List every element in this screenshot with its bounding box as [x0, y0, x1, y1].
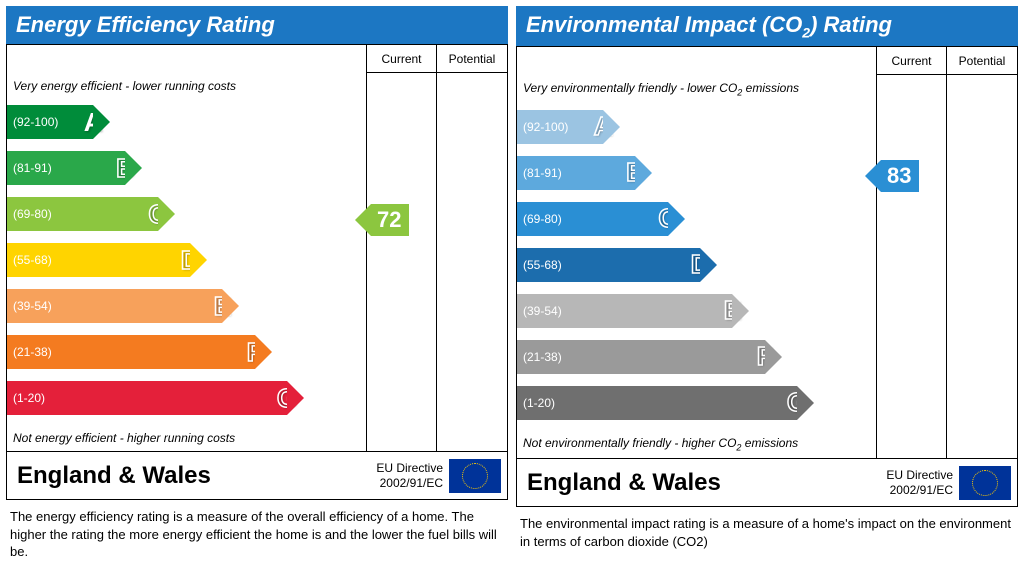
- eu-flag-icon: [959, 466, 1011, 500]
- current-value: 83: [887, 163, 911, 189]
- chart-box: CurrentPotential Very environmentally fri…: [516, 46, 1018, 507]
- band-letter: B: [617, 157, 653, 188]
- band-letter: E: [204, 291, 240, 322]
- band-bar: (69-80)C: [517, 202, 668, 236]
- bars-container: (92-100) A (81-91) B (69-80) C (55-68) D (39-54)…: [7, 95, 366, 429]
- band-range: (1-20): [517, 396, 555, 410]
- band-letter: G: [779, 387, 815, 418]
- bottom-caption: Not environmentally friendly - higher CO…: [517, 434, 876, 454]
- band-row-e: (39-54) E: [7, 285, 366, 327]
- potential-column: [947, 75, 1017, 458]
- chart-box: CurrentPotential Very energy efficient - …: [6, 44, 508, 500]
- band-range: (39-54): [517, 304, 562, 318]
- band-row-a: (92-100) A: [517, 106, 876, 148]
- band-letter: A: [75, 107, 111, 138]
- current-column: 83: [877, 75, 947, 458]
- panel-description: The energy efficiency rating is a measur…: [6, 500, 508, 561]
- band-range: (1-20): [7, 391, 45, 405]
- band-bar: (1-20)G: [7, 381, 287, 415]
- header-gap: [517, 47, 877, 75]
- region-label: England & Wales: [517, 469, 886, 497]
- band-row-f: (21-38) F: [7, 331, 366, 373]
- band-bar: (55-68)D: [7, 243, 190, 277]
- band-letter: F: [237, 337, 273, 368]
- energy-efficiency-panel: Energy Efficiency RatingCurrentPotential…: [6, 6, 508, 566]
- band-letter: C: [650, 203, 686, 234]
- band-row-g: (1-20) G: [7, 377, 366, 419]
- header-current: Current: [877, 47, 947, 75]
- chart-body: Very environmentally friendly - lower CO…: [517, 75, 1017, 458]
- current-column: 72: [367, 73, 437, 451]
- band-range: (92-100): [517, 120, 568, 134]
- directive-label: EU Directive2002/91/EC: [886, 468, 959, 497]
- bars-column: Very environmentally friendly - lower CO…: [517, 75, 877, 458]
- band-row-f: (21-38) F: [517, 336, 876, 378]
- band-range: (69-80): [517, 212, 562, 226]
- band-letter: F: [747, 341, 783, 372]
- header-row: CurrentPotential: [517, 47, 1017, 75]
- panel-description: The environmental impact rating is a mea…: [516, 507, 1018, 550]
- bars-column: Very energy efficient - lower running co…: [7, 73, 367, 451]
- band-letter: A: [585, 111, 621, 142]
- band-bar: (21-38)F: [7, 335, 255, 369]
- band-range: (21-38): [7, 345, 52, 359]
- band-bar: (81-91)B: [7, 151, 125, 185]
- band-bar: (39-54)E: [517, 294, 732, 328]
- band-letter: D: [172, 245, 208, 276]
- band-range: (39-54): [7, 299, 52, 313]
- band-bar: (69-80)C: [7, 197, 158, 231]
- band-range: (81-91): [7, 161, 52, 175]
- band-row-b: (81-91) B: [517, 152, 876, 194]
- band-bar: (55-68)D: [517, 248, 700, 282]
- band-row-d: (55-68) D: [517, 244, 876, 286]
- header-potential: Potential: [947, 47, 1017, 75]
- band-bar: (92-100)A: [7, 105, 93, 139]
- top-caption: Very energy efficient - lower running co…: [7, 77, 366, 95]
- region-label: England & Wales: [7, 462, 376, 490]
- band-row-c: (69-80) C: [517, 198, 876, 240]
- current-value: 72: [377, 207, 401, 233]
- band-row-c: (69-80) C: [7, 193, 366, 235]
- band-range: (55-68): [517, 258, 562, 272]
- band-letter: G: [269, 383, 305, 414]
- band-bar: (39-54)E: [7, 289, 222, 323]
- band-row-a: (92-100) A: [7, 101, 366, 143]
- current-pointer: 83: [881, 160, 919, 192]
- band-range: (55-68): [7, 253, 52, 267]
- band-range: (81-91): [517, 166, 562, 180]
- panel-title: Energy Efficiency Rating: [6, 6, 508, 44]
- band-range: (69-80): [7, 207, 52, 221]
- band-bar: (1-20)G: [517, 386, 797, 420]
- footer-row: England & WalesEU Directive2002/91/EC: [517, 458, 1017, 506]
- band-bar: (92-100)A: [517, 110, 603, 144]
- header-current: Current: [367, 45, 437, 73]
- directive-label: EU Directive2002/91/EC: [376, 461, 449, 490]
- header-gap: [7, 45, 367, 73]
- band-row-b: (81-91) B: [7, 147, 366, 189]
- band-letter: B: [107, 153, 143, 184]
- environmental-impact-panel: Environmental Impact (CO2) RatingCurrent…: [516, 6, 1018, 566]
- current-pointer: 72: [371, 204, 409, 236]
- eu-flag-icon: [449, 459, 501, 493]
- chart-body: Very energy efficient - lower running co…: [7, 73, 507, 451]
- band-range: (92-100): [7, 115, 58, 129]
- footer-row: England & WalesEU Directive2002/91/EC: [7, 451, 507, 499]
- header-potential: Potential: [437, 45, 507, 73]
- band-bar: (81-91)B: [517, 156, 635, 190]
- band-row-g: (1-20) G: [517, 382, 876, 424]
- band-row-e: (39-54) E: [517, 290, 876, 332]
- panel-title: Environmental Impact (CO2) Rating: [516, 6, 1018, 46]
- potential-column: [437, 73, 507, 451]
- top-caption: Very environmentally friendly - lower CO…: [517, 79, 876, 99]
- band-letter: D: [682, 249, 718, 280]
- band-letter: E: [714, 295, 750, 326]
- header-row: CurrentPotential: [7, 45, 507, 73]
- band-letter: C: [140, 199, 176, 230]
- bottom-caption: Not energy efficient - higher running co…: [7, 429, 366, 447]
- band-row-d: (55-68) D: [7, 239, 366, 281]
- band-bar: (21-38)F: [517, 340, 765, 374]
- band-range: (21-38): [517, 350, 562, 364]
- bars-container: (92-100) A (81-91) B (69-80) C (55-68) D (39-54)…: [517, 100, 876, 434]
